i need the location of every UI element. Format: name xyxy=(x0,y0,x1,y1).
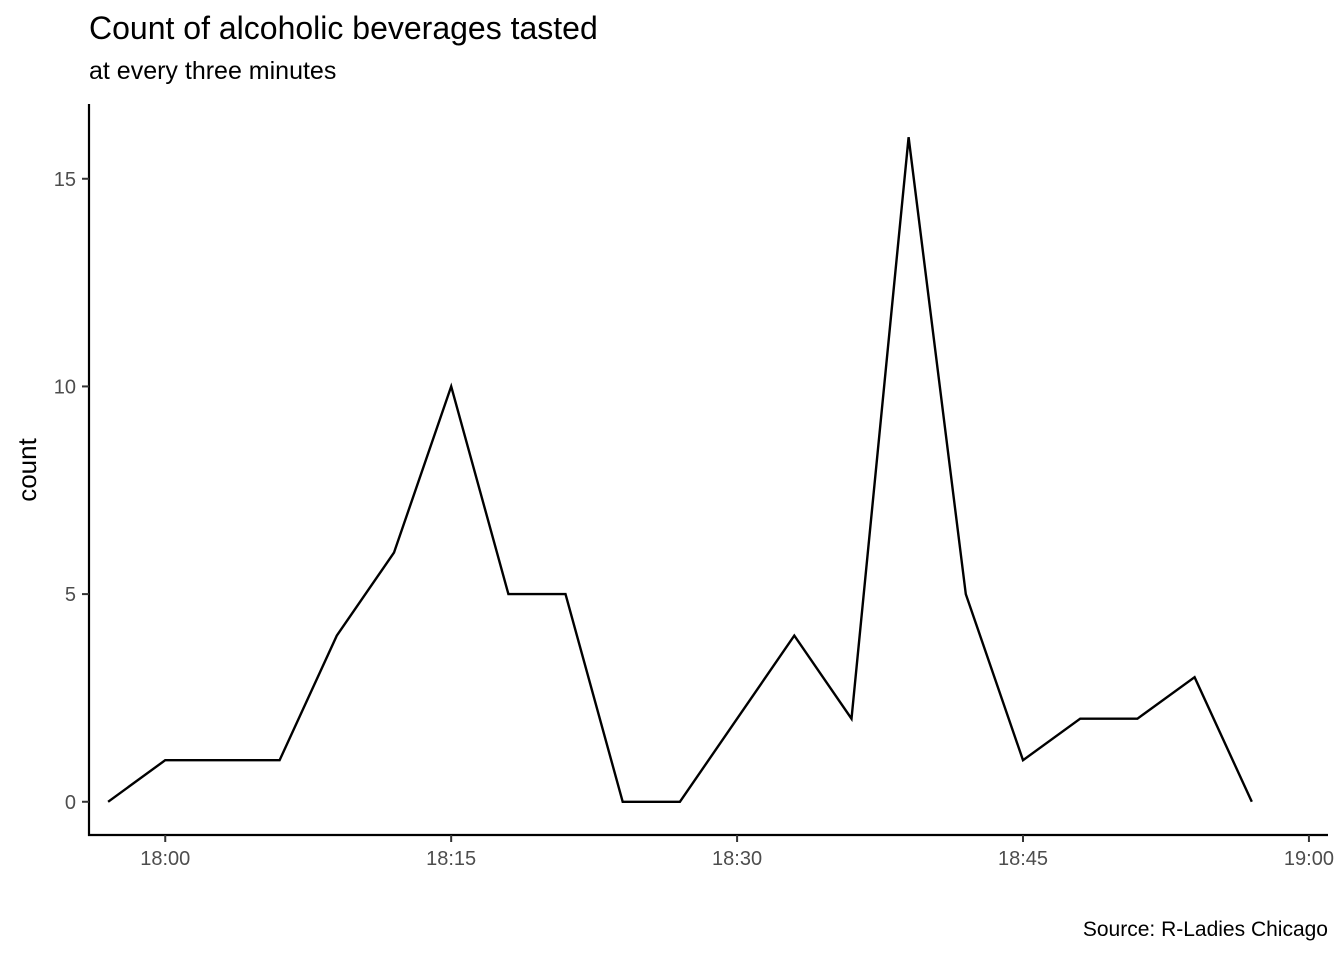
x-axis: 18:00 18:15 18:30 18:45 19:00 xyxy=(88,833,1334,870)
x-tick-label: 18:30 xyxy=(712,848,762,870)
y-axis-title: count xyxy=(12,437,42,501)
chart-caption: Source: R-Ladies Chicago xyxy=(1082,918,1328,941)
y-tick-label: 10 xyxy=(54,376,76,398)
series-line xyxy=(107,137,1253,803)
x-tick-label: 18:45 xyxy=(998,848,1048,870)
x-tick-label: 19:00 xyxy=(1284,848,1334,870)
x-tick-label: 18:15 xyxy=(426,848,476,870)
y-tick-label: 15 xyxy=(54,169,76,191)
y-axis: 0 5 10 15 xyxy=(54,104,91,836)
y-tick-label: 5 xyxy=(65,584,76,606)
chart-title: Count of alcoholic beverages tasted xyxy=(89,10,598,46)
series-layer xyxy=(107,137,1253,803)
x-tick-label: 18:00 xyxy=(140,848,190,870)
chart-subtitle: at every three minutes xyxy=(89,57,337,85)
y-tick-label: 0 xyxy=(65,792,76,814)
